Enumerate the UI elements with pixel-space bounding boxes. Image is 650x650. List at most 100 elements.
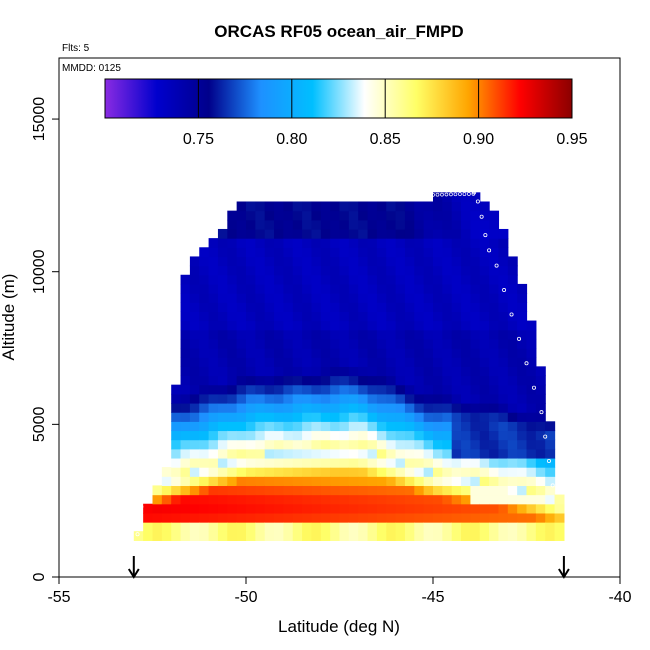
heatmap-cell bbox=[255, 485, 266, 496]
heatmap-cell bbox=[414, 201, 425, 212]
heatmap-cell bbox=[330, 512, 341, 523]
heatmap-cell bbox=[255, 311, 266, 322]
heatmap-cell bbox=[330, 503, 341, 514]
heatmap-cell bbox=[320, 320, 331, 331]
heatmap-cell bbox=[358, 329, 369, 340]
heatmap-cell bbox=[217, 522, 228, 532]
heatmap-cell bbox=[367, 439, 378, 450]
heatmap-cell bbox=[311, 412, 322, 422]
heatmap-cell bbox=[339, 357, 350, 367]
heatmap-cell bbox=[442, 283, 453, 294]
heatmap-cell bbox=[227, 228, 238, 239]
heatmap-cell bbox=[376, 274, 387, 285]
heatmap-cell bbox=[255, 412, 266, 422]
heatmap-cell bbox=[386, 430, 397, 441]
heatmap-cell bbox=[189, 293, 200, 303]
top-circle bbox=[247, 197, 251, 201]
heatmap-cell bbox=[311, 210, 322, 221]
heatmap-cell bbox=[208, 430, 219, 441]
heatmap-cell bbox=[311, 402, 322, 413]
heatmap-cell bbox=[292, 293, 303, 303]
heatmap-cell bbox=[236, 283, 247, 294]
heatmap-cell bbox=[292, 384, 303, 395]
heatmap-cell bbox=[489, 210, 500, 221]
heatmap-cell bbox=[507, 485, 518, 496]
heatmap-cell bbox=[180, 421, 191, 432]
heatmap-cell bbox=[386, 531, 397, 541]
heatmap-cell bbox=[227, 476, 238, 487]
heatmap-cell bbox=[180, 412, 191, 422]
heatmap-cell bbox=[283, 256, 294, 267]
heatmap-cell bbox=[180, 503, 191, 514]
heatmap-cell bbox=[498, 357, 509, 367]
heatmap-cell bbox=[208, 338, 219, 349]
heatmap-cell bbox=[264, 348, 275, 358]
heatmap-cell bbox=[208, 439, 219, 450]
heatmap-cell bbox=[395, 338, 406, 349]
heatmap-cell bbox=[404, 247, 415, 258]
heatmap-cell bbox=[461, 348, 471, 358]
heatmap-cell bbox=[311, 512, 322, 523]
heatmap-cell bbox=[498, 238, 509, 248]
heatmap-cell bbox=[517, 494, 528, 505]
heatmap-cell bbox=[274, 366, 284, 377]
heatmap-cell bbox=[320, 274, 331, 285]
heatmap-cell bbox=[199, 311, 210, 322]
heatmap-cell bbox=[180, 329, 191, 340]
heatmap-cell bbox=[217, 228, 228, 239]
heatmap-cell bbox=[479, 274, 490, 285]
heatmap-cell bbox=[255, 457, 266, 468]
heatmap-cell bbox=[451, 329, 462, 340]
heatmap-cell bbox=[208, 531, 219, 541]
heatmap-cell bbox=[498, 348, 509, 358]
heatmap-cell bbox=[348, 219, 359, 230]
heatmap-cell bbox=[451, 485, 462, 496]
heatmap-cell bbox=[264, 265, 275, 276]
heatmap-cell bbox=[292, 467, 303, 477]
heatmap-cell bbox=[526, 421, 537, 432]
heatmap-cell bbox=[358, 384, 369, 395]
top-circle bbox=[256, 197, 260, 201]
heatmap-cell bbox=[489, 247, 500, 258]
heatmap-cell bbox=[386, 348, 397, 358]
heatmap-cell bbox=[264, 476, 275, 487]
heatmap-cell bbox=[404, 448, 415, 459]
heatmap-cell bbox=[255, 430, 266, 441]
heatmap-cell bbox=[283, 247, 294, 258]
heatmap-cell bbox=[489, 531, 500, 541]
heatmap-cell bbox=[545, 522, 556, 532]
heatmap-cell bbox=[451, 238, 462, 248]
heatmap-cell bbox=[274, 357, 284, 367]
heatmap-cell bbox=[236, 512, 247, 523]
heatmap-cell bbox=[451, 265, 462, 276]
heatmap-cell bbox=[339, 366, 350, 377]
heatmap-cell bbox=[264, 430, 275, 441]
heatmap-cell bbox=[498, 256, 509, 267]
heatmap-cell bbox=[358, 238, 369, 248]
heatmap-cell bbox=[339, 476, 350, 487]
heatmap-cell bbox=[358, 348, 369, 358]
heatmap-cell bbox=[311, 467, 322, 477]
heatmap-cell bbox=[152, 512, 163, 523]
heatmap-cell bbox=[189, 448, 200, 459]
heatmap-cell bbox=[442, 256, 453, 267]
heatmap-cell bbox=[255, 201, 266, 212]
heatmap-cell bbox=[395, 531, 406, 541]
heatmap-cell bbox=[283, 274, 294, 285]
heatmap-cell bbox=[442, 430, 453, 441]
heatmap-cell bbox=[451, 366, 462, 377]
heatmap-cell bbox=[461, 457, 471, 468]
heatmap-cell bbox=[348, 412, 359, 422]
top-circle bbox=[417, 193, 422, 197]
heatmap-cell bbox=[386, 439, 397, 450]
heatmap-cell bbox=[442, 448, 453, 459]
heatmap-cell bbox=[348, 402, 359, 413]
heatmap-cell bbox=[283, 201, 294, 212]
heatmap-cell bbox=[367, 274, 378, 285]
heatmap-cell bbox=[395, 485, 406, 496]
heatmap-cell bbox=[274, 238, 284, 248]
heatmap-cell bbox=[367, 375, 378, 386]
heatmap-cell bbox=[414, 476, 425, 487]
heatmap-cell bbox=[423, 412, 434, 422]
heatmap-cell bbox=[442, 402, 453, 413]
